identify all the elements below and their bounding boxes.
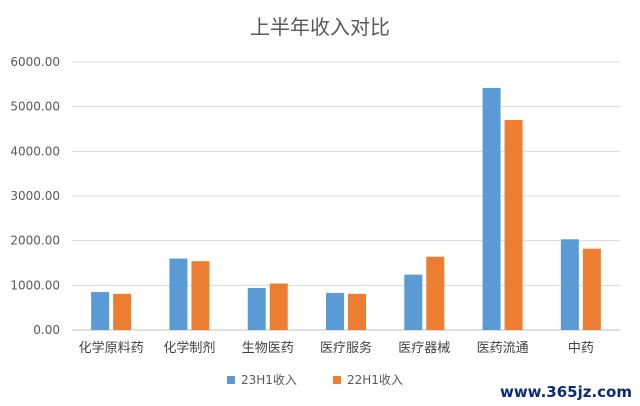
gridlines — [72, 61, 620, 331]
x-category-label: 化学制剂 — [163, 340, 215, 356]
legend: 23H1收入 22H1收入 — [227, 373, 403, 387]
x-category-label: 化学原料药 — [79, 340, 144, 356]
legend-swatch — [333, 376, 341, 384]
legend-swatch — [227, 376, 235, 384]
y-tick-label: 6000.00 — [10, 55, 60, 69]
x-category-label: 医药流通 — [477, 341, 529, 356]
y-tick-label: 2000.00 — [10, 234, 60, 248]
bar — [426, 256, 445, 330]
x-axis-categories: 化学原料药 化学制剂 生物医药 医疗服务 医疗器械 医药流通 中药 — [79, 340, 594, 356]
bar — [91, 292, 110, 330]
y-tick-label: 0.00 — [33, 323, 60, 337]
x-category-label: 中药 — [568, 341, 594, 356]
bar — [504, 120, 523, 330]
bar — [560, 239, 579, 330]
bar — [269, 283, 288, 330]
watermark-text: www.365jz.com — [500, 383, 632, 401]
y-tick-label: 5000.00 — [10, 100, 60, 114]
bar — [169, 258, 188, 330]
bar — [482, 87, 501, 330]
bar — [113, 293, 132, 330]
bar — [191, 261, 210, 330]
y-tick-label: 1000.00 — [10, 278, 60, 292]
y-axis-ticks: 0.00 1000.00 2000.00 3000.00 4000.00 5000.00 6… — [10, 55, 60, 337]
bar — [582, 248, 601, 330]
bars — [91, 87, 601, 330]
x-category-label: 医疗服务 — [320, 340, 372, 356]
x-category-label: 医疗器械 — [398, 341, 450, 356]
bar — [348, 293, 366, 330]
legend-label: 22H1收入 — [347, 373, 403, 387]
chart-title: 上半年收入对比 — [250, 15, 390, 39]
legend-label: 23H1收入 — [241, 373, 297, 387]
y-tick-label: 4000.00 — [10, 144, 60, 158]
bar — [247, 288, 266, 330]
bar — [404, 274, 423, 330]
y-tick-label: 3000.00 — [10, 189, 60, 203]
x-category-label: 生物医药 — [242, 341, 294, 356]
bar — [326, 292, 344, 330]
